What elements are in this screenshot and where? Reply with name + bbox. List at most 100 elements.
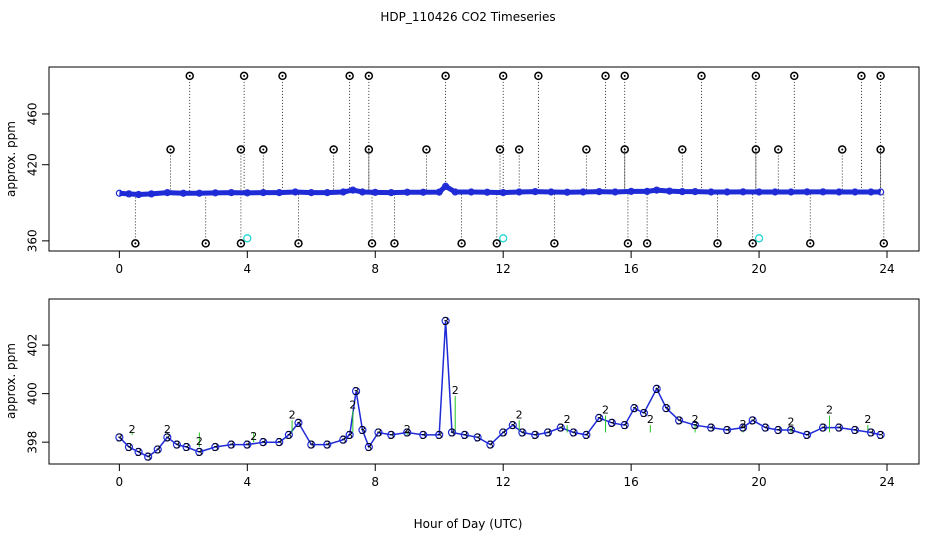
outlier-point-center (879, 74, 882, 77)
bottom-x-tick-label: 8 (371, 475, 379, 489)
baseline-point (531, 188, 539, 196)
series-2-point: 2 (647, 413, 654, 426)
outlier-point (774, 145, 783, 154)
outlier-point-center (188, 74, 191, 77)
outlier-point-center (716, 242, 719, 245)
baseline-point (499, 189, 507, 197)
outlier-point-center (332, 148, 335, 151)
baseline-point (678, 188, 686, 196)
series-3-label: 3 (596, 412, 603, 425)
series-3-label: 3 (487, 439, 494, 452)
baseline-point (515, 188, 523, 196)
series-3-label: 3 (375, 426, 382, 439)
series-3-point (662, 404, 671, 413)
baseline-point (307, 189, 315, 197)
outlier-point-center (604, 74, 607, 77)
series-3-label: 3 (788, 424, 795, 437)
series-3-point (307, 440, 316, 449)
series-3-label: 3 (154, 443, 161, 456)
series-3-point (403, 428, 412, 437)
series-3-point (211, 442, 220, 452)
outlier-point (514, 145, 524, 154)
series-3-label: 3 (708, 422, 715, 435)
series-3-point (620, 421, 629, 430)
outlier-point-center (297, 242, 300, 245)
series-3-point (275, 438, 284, 447)
series-3-point (447, 428, 457, 437)
series-3-point (774, 425, 783, 435)
bottom-y-tick-label: 400 (26, 382, 40, 405)
outlier-point (751, 71, 761, 81)
series-3-label: 3 (557, 422, 564, 435)
outlier-point-center (371, 242, 374, 245)
baseline-point (442, 182, 450, 190)
outlier-point (857, 71, 866, 81)
series-3-point (652, 384, 661, 393)
baseline-point (835, 188, 843, 196)
baseline-point (755, 188, 763, 196)
bottom-y-tick-label: 402 (26, 334, 40, 357)
outlier-point (236, 145, 246, 154)
series-3-label: 3 (583, 429, 590, 442)
series-3-label: 3 (500, 426, 507, 439)
series-3-point (182, 442, 191, 452)
outlier-point (879, 239, 889, 248)
series-3-point (508, 421, 517, 430)
series-3-label: 3 (544, 426, 551, 439)
baseline-point (627, 187, 635, 195)
series-3-point (441, 316, 450, 325)
series-3-label: 3 (474, 431, 481, 444)
series-3-point (818, 423, 828, 432)
series-3-point (738, 423, 748, 432)
outlier-point-center (502, 74, 505, 77)
series-3-point (115, 433, 124, 442)
series-2-point: 2 (129, 423, 136, 436)
baseline-point (691, 188, 699, 196)
series-2-point: 2 (516, 408, 523, 421)
cyan-point (499, 234, 508, 243)
baseline-point (125, 190, 133, 198)
outlier-point-center (754, 74, 757, 77)
outlier-point (367, 239, 377, 248)
outlier-point-center (239, 148, 242, 151)
baseline-point (403, 188, 411, 196)
baseline-point (563, 188, 571, 196)
outlier-point (582, 145, 591, 154)
baseline-point (358, 188, 367, 196)
series-3-point (761, 423, 770, 432)
outlier-point-center (281, 74, 284, 77)
outlier-point (790, 71, 799, 81)
series-3-point (569, 428, 578, 437)
outlier-point (185, 71, 194, 81)
series-3-point (722, 425, 732, 435)
baseline-point (163, 189, 171, 197)
outlier-point (201, 239, 210, 248)
series-3-point (630, 404, 639, 413)
series-3-label: 3 (692, 419, 699, 432)
series-3-point (243, 440, 252, 449)
top-plot-axes: 0 4 8 12 16 20 24 360 420 460 (26, 102, 895, 276)
series-3-label: 3 (359, 424, 366, 437)
series-3-label: 3 (365, 441, 372, 454)
outlier-point-center (518, 148, 521, 151)
series-3-label: 3 (519, 426, 526, 439)
series-3-label: 3 (285, 429, 292, 442)
top-x-tick-label: 12 (496, 262, 511, 276)
outlier-point (364, 71, 374, 81)
series-3-label: 3 (775, 424, 782, 437)
bottom-y-tick-label: 398 (26, 431, 40, 454)
series-3-label: 3 (570, 426, 577, 439)
outlier-point (131, 239, 140, 248)
outlier-point-center (134, 242, 137, 245)
outlier-point (713, 239, 722, 248)
series-3-point (460, 430, 469, 439)
series-3-point (284, 430, 293, 439)
series-3-label: 3 (388, 429, 395, 442)
outlier-point (390, 239, 399, 248)
series-3-label: 3 (442, 315, 449, 328)
baseline-point (467, 188, 475, 196)
baseline-point (115, 189, 123, 197)
outlier-point-center (393, 242, 396, 245)
series-3-label: 3 (436, 429, 443, 442)
